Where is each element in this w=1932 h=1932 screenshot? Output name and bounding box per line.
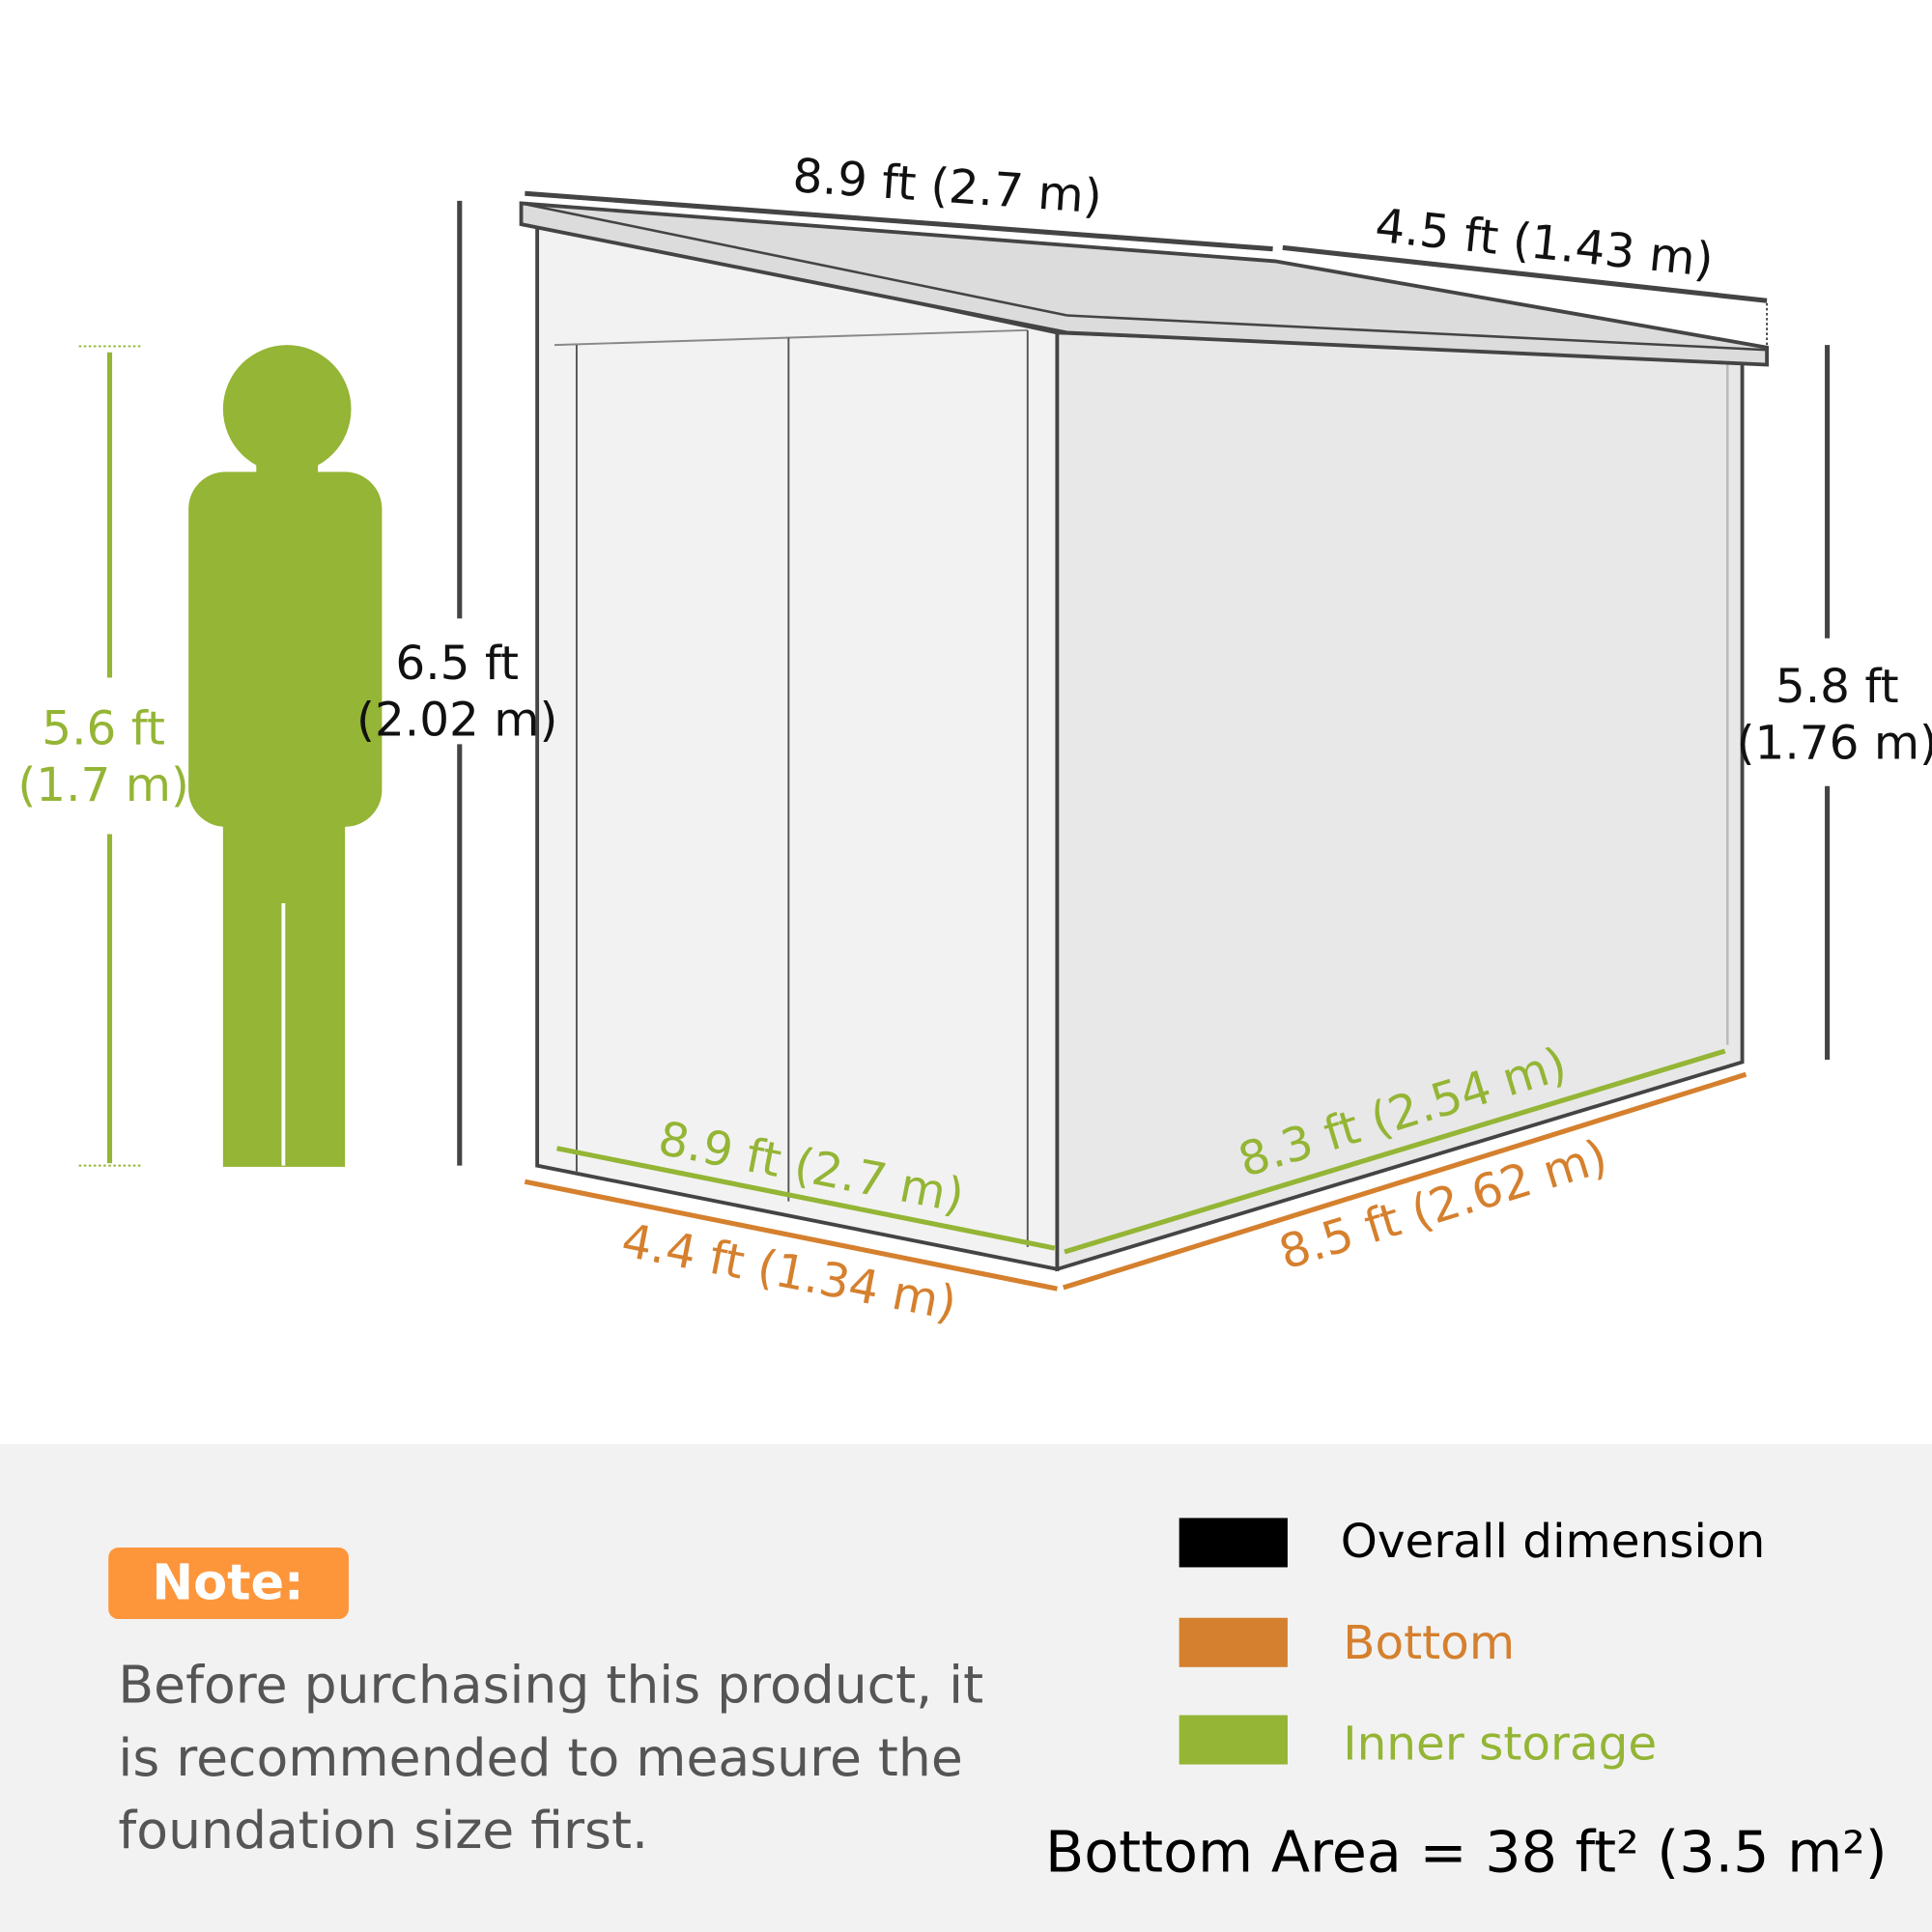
person-silhouette [188,345,383,1167]
legend: Overall dimension Bottom Inner storage B… [1045,1515,1888,1885]
note-badge [108,1548,349,1620]
front-height-ft: 6.5 ft [395,637,519,691]
note-label: Note: [152,1555,303,1612]
legend-swatch-overall [1179,1518,1288,1568]
roof-length-label: 8.9 ft (2.7 m) [791,149,1104,224]
note-line-3: foundation size first. [118,1800,648,1861]
legend-label-overall: Overall dimension [1341,1515,1766,1569]
legend-label-inner: Inner storage [1343,1717,1657,1771]
person-height-ft: 5.6 ft [42,701,165,755]
legend-swatch-bottom [1179,1617,1288,1667]
info-panel [0,1443,1932,1932]
overall-dimension-lines [457,190,1831,1166]
front-height-m: (2.02 m) [356,693,557,747]
shed [519,201,1769,1272]
legend-label-bottom: Bottom [1343,1616,1515,1670]
bottom-lines [524,1071,1747,1292]
back-height-ft: 5.8 ft [1776,660,1899,714]
note: Note: Before purchasing this product, it… [108,1548,983,1861]
bottom-area-label: Bottom Area = 38 ft² (3.5 m²) [1045,1819,1888,1885]
note-line-2: is recommended to measure the [118,1727,962,1788]
back-height-m: (1.76 m) [1737,717,1932,771]
legend-swatch-inner [1179,1715,1288,1765]
person-height-lines [78,345,141,1167]
note-line-1: Before purchasing this product, it [118,1655,983,1716]
inner-lines [556,1048,1726,1255]
person-height-m: (1.7 m) [17,758,188,812]
